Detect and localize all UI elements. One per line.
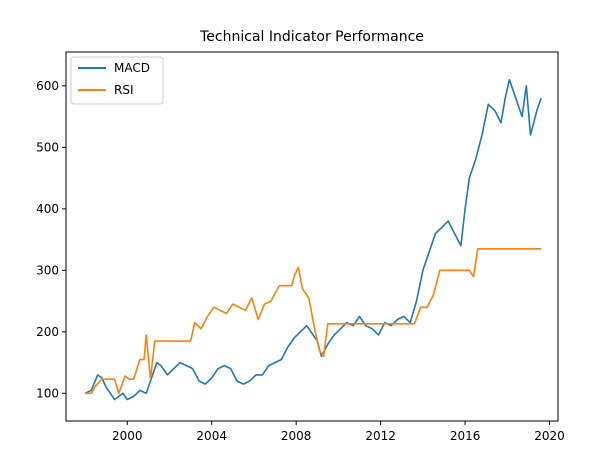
x-tick-label: 2004 bbox=[196, 429, 227, 443]
x-tick-label: 2016 bbox=[450, 429, 481, 443]
legend-label-macd: MACD bbox=[114, 61, 150, 75]
y-tick-label: 600 bbox=[36, 79, 59, 93]
plot-area: 2000 2004 2008 2012 2016 2020 100 200 300 400 500… bbox=[36, 51, 565, 443]
legend-label-rsi: RSI bbox=[114, 83, 134, 97]
x-tick-label: 2012 bbox=[365, 429, 396, 443]
x-tick-label: 2020 bbox=[534, 429, 565, 443]
y-tick-label: 300 bbox=[36, 263, 59, 277]
legend: MACD RSI bbox=[70, 56, 164, 105]
x-tick-label: 2000 bbox=[112, 429, 143, 443]
chart-title: Technical Indicator Performance bbox=[199, 29, 424, 45]
series-line-rsi bbox=[85, 248, 542, 395]
series-line-macd bbox=[84, 78, 542, 401]
y-tick-label: 500 bbox=[36, 140, 59, 154]
y-tick-label: 100 bbox=[36, 386, 59, 400]
series-layer bbox=[84, 78, 542, 401]
plot-frame bbox=[65, 51, 559, 422]
y-axis: 100 200 300 400 500 600 bbox=[36, 79, 66, 400]
y-tick-label: 200 bbox=[36, 325, 59, 339]
x-tick-label: 2008 bbox=[281, 429, 312, 443]
y-tick-label: 400 bbox=[36, 202, 59, 216]
x-axis: 2000 2004 2008 2012 2016 2020 bbox=[112, 421, 565, 443]
